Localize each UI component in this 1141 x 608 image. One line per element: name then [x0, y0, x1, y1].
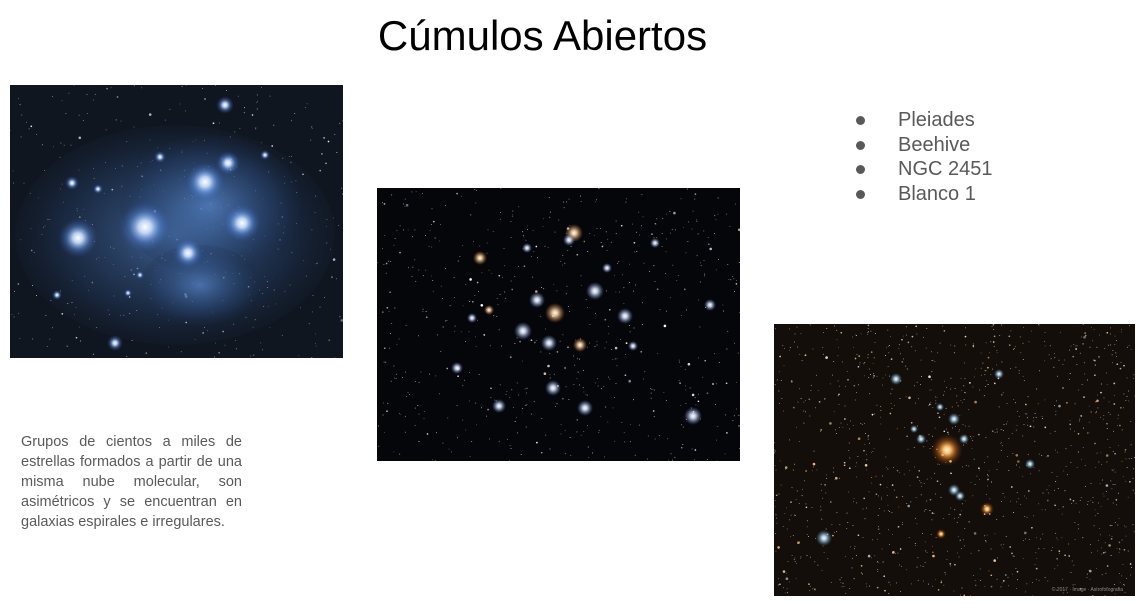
cluster-list: Pleiades Beehive NGC 2451 Blanco 1 [855, 108, 993, 206]
list-item: Beehive [855, 133, 993, 158]
photo-watermark: © 2017 · Image · Astrofotografia [1051, 587, 1123, 593]
bullet-icon [856, 116, 865, 125]
list-item-label: Beehive [898, 133, 971, 156]
open-cluster-photo: © 2017 · Image · Astrofotografia [774, 324, 1135, 596]
list-item-label: NGC 2451 [898, 158, 993, 180]
bullet-icon [856, 140, 865, 150]
bullet-icon [856, 165, 865, 174]
beehive-cluster-photo [377, 188, 740, 461]
list-item: Pleiades [855, 108, 993, 133]
slide-title: Cúmulos Abiertos [377, 12, 708, 59]
cluster-description: Grupos de cientos a miles de estrellas f… [21, 434, 242, 530]
list-item-label: Pleiades [898, 109, 975, 131]
list-item: NGC 2451 [855, 157, 993, 182]
background-stars [377, 188, 740, 461]
bullet-icon [856, 189, 865, 199]
pleiades-cluster-photo [10, 85, 343, 358]
list-item: Blanco 1 [855, 182, 993, 207]
background-stars [774, 324, 1135, 596]
list-item-label: Blanco 1 [898, 182, 976, 205]
